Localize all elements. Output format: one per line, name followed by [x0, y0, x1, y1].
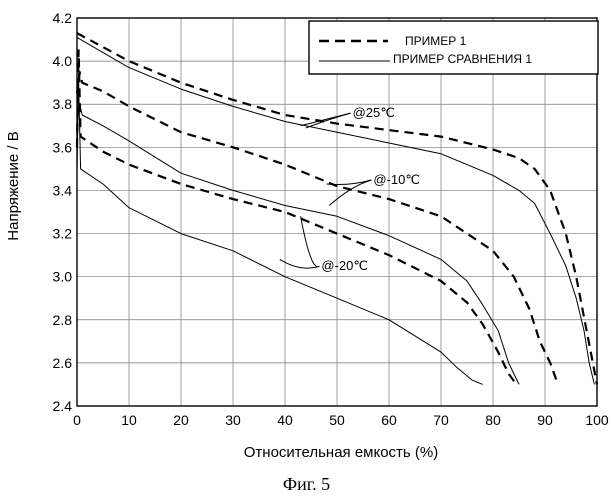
annotation-label: @25℃	[353, 105, 395, 120]
x-tick-label: 0	[73, 412, 81, 428]
x-tick-label: 20	[173, 412, 189, 428]
y-tick-label: 2.4	[53, 398, 73, 414]
y-tick-label: 3.8	[53, 96, 73, 112]
y-tick-label: 3.0	[53, 269, 73, 285]
annotation-label: @-10℃	[373, 172, 420, 187]
grid	[77, 18, 597, 406]
x-tick-label: 60	[381, 412, 397, 428]
annotation-label: @-20℃	[321, 258, 368, 273]
series-line-4	[77, 104, 519, 384]
x-tick-label: 50	[329, 412, 345, 428]
x-axis-label: Относительная емкость (%)	[244, 444, 438, 461]
series-line-2	[77, 37, 594, 384]
series-line-3	[77, 72, 558, 385]
legend-entry-2: ПРИМЕР СРАВНЕНИЯ 1	[393, 52, 532, 66]
legend: ПРИМЕР 1 ПРИМЕР СРАВНЕНИЯ 1	[309, 21, 598, 74]
x-tick-label: 70	[433, 412, 449, 428]
x-tick-label: 10	[121, 412, 137, 428]
y-tick-label: 2.6	[53, 355, 73, 371]
y-tick-label: 4.0	[53, 53, 73, 69]
x-tick-label: 30	[225, 412, 241, 428]
x-tick-label: 100	[585, 412, 609, 428]
y-tick-label: 3.2	[53, 226, 73, 242]
y-axis-label: Напряжение / В	[5, 131, 22, 240]
y-tick-label: 2.8	[53, 312, 73, 328]
x-tick-label: 40	[277, 412, 293, 428]
annotation-leader	[301, 216, 320, 266]
legend-entry-1: ПРИМЕР 1	[405, 34, 467, 48]
x-tick-label: 80	[485, 412, 501, 428]
series-line-5	[77, 50, 516, 384]
y-tick-label: 4.2	[53, 10, 73, 26]
figure-caption: Фиг. 5	[0, 474, 613, 495]
y-tick-label: 3.4	[53, 182, 73, 198]
annotation-leader	[306, 113, 351, 128]
x-tick-label: 90	[537, 412, 553, 428]
y-tick-label: 3.6	[53, 139, 73, 155]
